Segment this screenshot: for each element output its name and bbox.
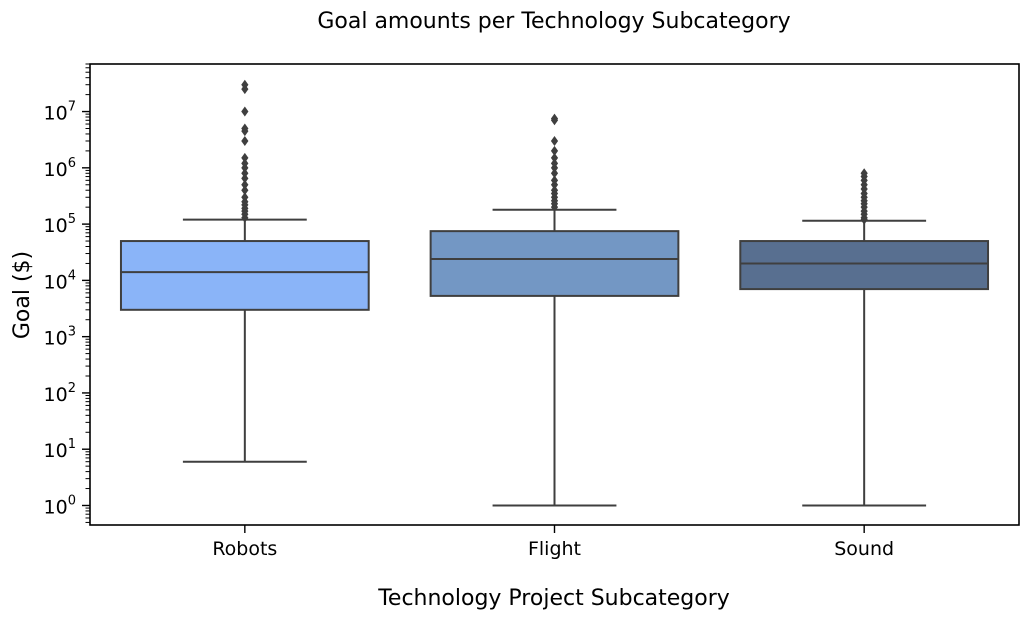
outlier-point — [241, 123, 249, 134]
outlier-point — [241, 179, 249, 190]
x-tick-label: Flight — [528, 538, 581, 560]
y-tick-label: 107 — [44, 100, 76, 125]
outlier-point — [241, 158, 249, 169]
box-flight — [429, 113, 680, 507]
iqr-box — [429, 230, 680, 297]
outlier-point — [241, 185, 249, 196]
y-tick-label: 102 — [44, 381, 76, 406]
y-axis: 100 101 102 103 104 105 106 107 — [44, 63, 90, 523]
outlier-point — [241, 192, 249, 203]
y-tick-label: 103 — [44, 325, 76, 350]
y-tick-label: 105 — [44, 212, 76, 237]
outlier-point — [550, 158, 559, 169]
plot-area — [119, 79, 990, 507]
y-tick-label: 100 — [44, 493, 76, 518]
outlier-point — [860, 168, 868, 179]
outlier-point — [241, 79, 249, 90]
outlier-point — [241, 106, 249, 117]
outlier-point — [550, 135, 559, 146]
x-tick-label: Robots — [212, 538, 277, 560]
outlier-point — [550, 145, 559, 156]
box-robots — [119, 79, 370, 463]
outlier-point — [550, 168, 559, 179]
iqr-box — [739, 240, 990, 291]
outlier-point — [550, 185, 559, 196]
outlier-point — [241, 135, 249, 146]
iqr-box — [119, 240, 370, 311]
outlier-point — [550, 152, 559, 163]
outlier-point — [241, 168, 249, 179]
x-tick-label: Sound — [834, 538, 894, 560]
outlier-point — [550, 113, 559, 124]
plot-frame — [89, 63, 1020, 526]
y-tick-label: 106 — [44, 156, 76, 181]
outlier-point — [241, 152, 249, 163]
outlier-point — [241, 173, 249, 184]
x-axis: Robots Flight Sound — [212, 525, 894, 560]
outlier-point — [550, 175, 559, 186]
y-axis-label: Goal ($) — [10, 251, 35, 339]
box-sound — [739, 168, 990, 507]
y-tick-label: 101 — [44, 437, 76, 462]
x-axis-label: Technology Project Subcategory — [377, 586, 730, 611]
y-tick-label: 104 — [44, 268, 76, 293]
chart-title: Goal amounts per Technology Subcategory — [317, 9, 790, 34]
